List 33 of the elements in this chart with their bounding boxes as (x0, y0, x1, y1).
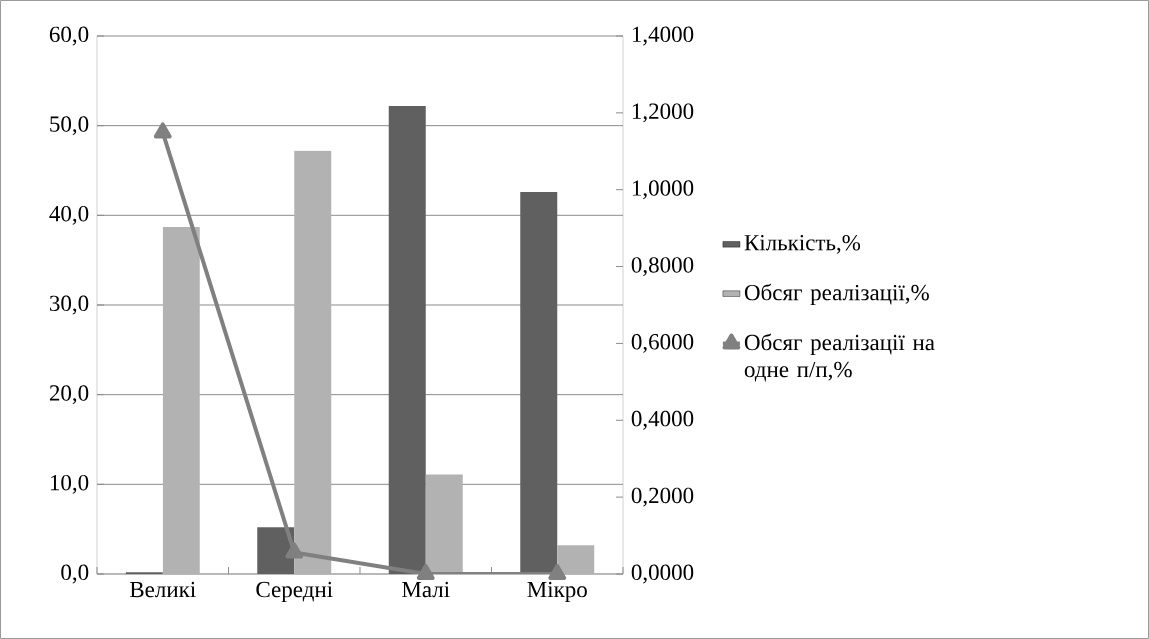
y-tick-label: 30,0 (49, 295, 89, 315)
y-tick-label: 20,0 (49, 385, 89, 405)
y2-tick-label: 0,2000 (631, 487, 694, 507)
y2-tick-label: 1,2000 (632, 103, 694, 123)
y-tick-label: 10,0 (50, 474, 89, 494)
y2-tick-label: 0,6000 (631, 333, 694, 353)
y-tick-label: 40,0 (49, 205, 89, 225)
bar (520, 192, 558, 574)
legend-label: Обсяг реалізації,% (744, 283, 929, 306)
x-tick-label: Мікро (527, 581, 587, 602)
point (548, 563, 567, 580)
y2-tick-label: 0,8000 (631, 257, 694, 276)
y2-tick-label: 0,0000 (631, 564, 694, 584)
y2-tick-label: 0,4000 (631, 410, 694, 430)
bar (388, 105, 426, 574)
y2-tick-label: 1,4000 (632, 26, 694, 46)
y-tick-label: 0,0 (61, 564, 89, 584)
y-tick-label: 60,0 (49, 26, 89, 46)
x-tick-label: Малі (402, 581, 450, 598)
legend-label: Обсяг реалізації на одне п/п,% (744, 333, 935, 382)
bar (425, 474, 463, 574)
point (285, 542, 304, 559)
bar (557, 545, 595, 574)
bar (162, 226, 200, 574)
x-tick-label: Великі (129, 581, 196, 598)
bar (294, 150, 332, 574)
legend-label: Кількість,% (744, 234, 861, 254)
bar (257, 527, 295, 574)
y2-tick-label: 1,0000 (632, 180, 694, 200)
y-tick-label: 50,0 (50, 116, 89, 136)
x-tick-label: Середні (256, 581, 333, 602)
point (416, 563, 435, 580)
point (153, 122, 172, 139)
